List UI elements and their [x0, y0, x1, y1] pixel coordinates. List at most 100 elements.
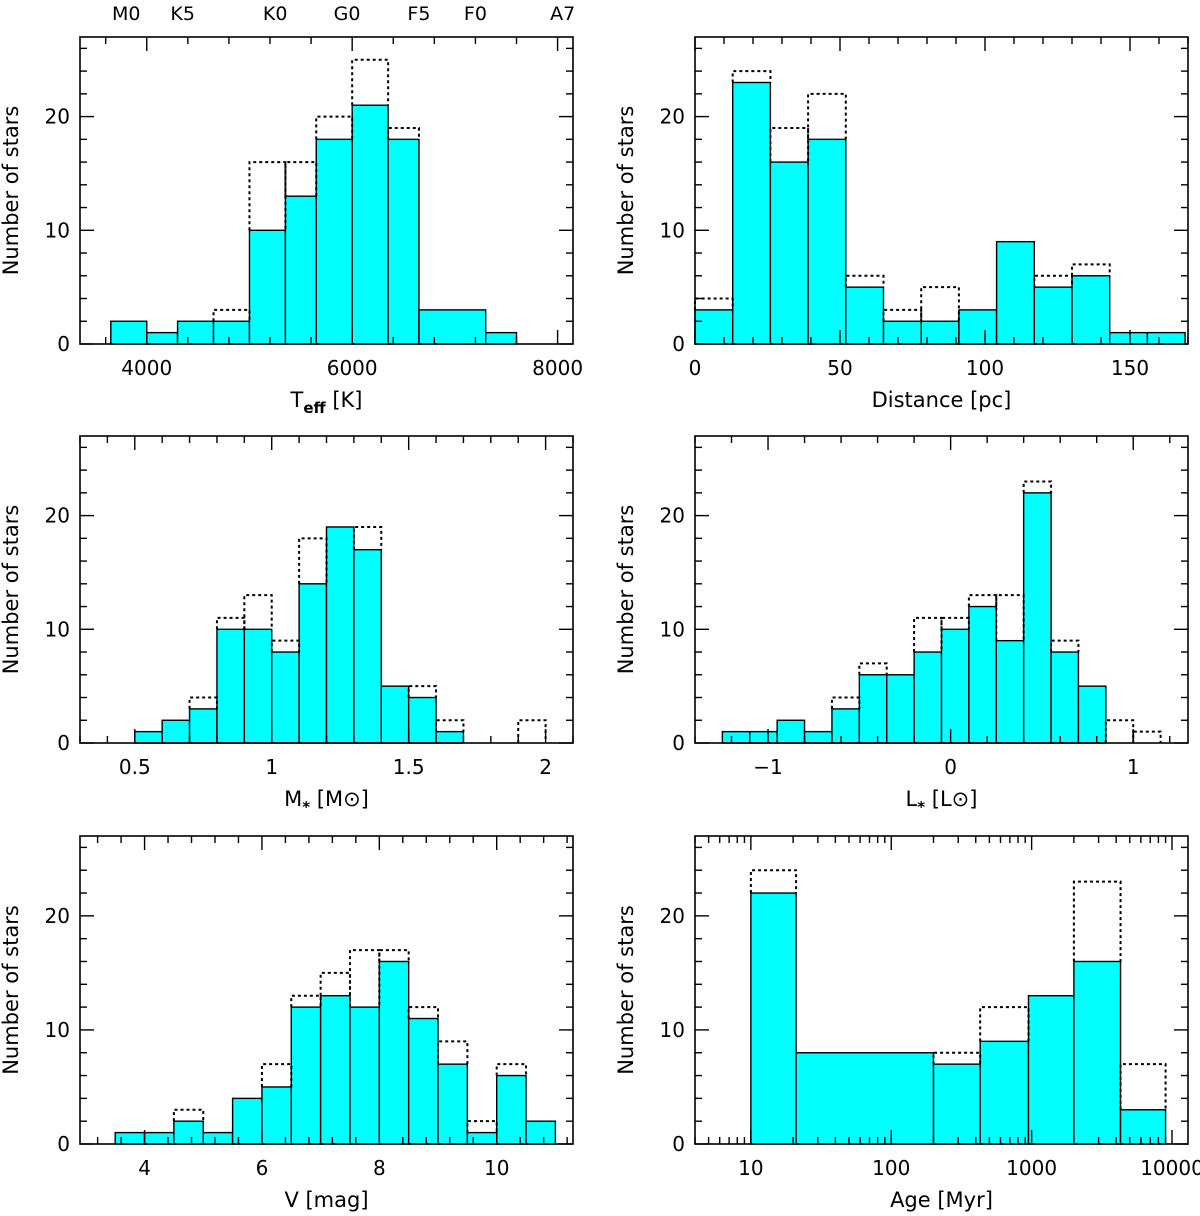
x-tick-label: 10000 — [1140, 1156, 1200, 1180]
y-tick-label: 20 — [660, 504, 685, 528]
histogram-dotted-bar — [248, 161, 287, 231]
histogram-bar — [134, 730, 163, 744]
histogram-bar — [1146, 331, 1186, 345]
histogram-dotted-bar — [1104, 719, 1135, 743]
histogram-dotted-bar — [298, 537, 328, 584]
spectral-type-label: F5 — [407, 3, 430, 25]
plot-frame — [79, 835, 574, 1145]
x-tick-label: −1 — [753, 755, 782, 779]
histogram-dotted-bar — [1072, 880, 1122, 962]
histogram-bar — [202, 1131, 234, 1145]
histogram-dotted-bar — [1033, 274, 1073, 288]
histogram-bar — [110, 320, 148, 345]
histogram-bar — [932, 1063, 981, 1145]
x-tick-label: 0.5 — [119, 755, 151, 779]
y-tick-label: 20 — [45, 904, 70, 928]
histogram-bar — [968, 605, 997, 744]
histogram-bar — [437, 1063, 469, 1145]
histogram-dotted-bar — [1132, 730, 1162, 743]
x-tick-label: 1 — [265, 755, 278, 779]
x-tick-label: 0 — [689, 356, 702, 380]
panel-distance: 0 10 20 0 50 100 150 Distance [pc] Number of sta… — [614, 36, 1189, 412]
histogram-bar — [161, 719, 191, 744]
spectral-type-labels: M0 K5 K0 G0 F5 F0 A7 — [112, 3, 575, 25]
histogram-dotted-bar — [913, 616, 943, 653]
histogram-bar — [349, 1006, 381, 1145]
x-tick-label: 100 — [966, 356, 1004, 380]
histogram-dotted-bar — [348, 949, 381, 1008]
histogram-dotted-bar — [844, 274, 885, 288]
y-axis-title: Number of stars — [614, 905, 638, 1075]
histogram-bar — [995, 240, 1035, 345]
histogram-bar — [114, 1131, 146, 1145]
plot-frame — [694, 835, 1189, 1145]
y-tick-label: 0 — [672, 332, 685, 356]
histogram-bar — [261, 1086, 292, 1145]
y-tick-label: 10 — [45, 218, 70, 242]
y-axis-title: Number of stars — [614, 505, 638, 675]
histogram-dotted-bar — [932, 1051, 982, 1065]
histogram-dotted-bar — [212, 308, 251, 322]
x-axis-title: Teff [K] — [290, 388, 363, 417]
spectral-type-label: K0 — [263, 3, 288, 25]
histogram-bar — [803, 730, 833, 744]
histogram-bar — [315, 138, 353, 345]
histogram-bar — [271, 651, 300, 744]
histogram-dotted-bar — [319, 971, 351, 996]
histogram-bar — [380, 685, 410, 744]
panel-age: 0 10 20 10 100 1000 10000 Age [Myr] Number of st… — [614, 835, 1200, 1212]
histogram-bar — [807, 138, 847, 345]
histogram-dotted-bar — [351, 58, 390, 106]
plot-frame — [694, 36, 1189, 345]
y-tick-label: 0 — [57, 731, 70, 755]
histogram-bar — [776, 719, 806, 744]
histogram-bar — [484, 331, 518, 345]
histogram-bar — [525, 1120, 557, 1145]
y-tick-label: 0 — [672, 731, 685, 755]
spectral-type-label: M0 — [112, 3, 140, 25]
histogram-dotted-bar — [979, 1006, 1030, 1042]
histogram-bar — [387, 138, 420, 345]
y-tick-label: 10 — [45, 1018, 70, 1042]
histogram-bar — [319, 995, 351, 1145]
histogram-dotted-bar — [315, 115, 354, 140]
histogram-bar — [351, 104, 389, 345]
panel-vmag: 0 10 20 4 6 8 10 V [mag] Number of stars — [0, 835, 574, 1212]
histogram-bar — [886, 674, 915, 744]
panel-teff: 0 10 20 4000 6000 8000 Teff [K] Number of stars — [0, 36, 583, 417]
histogram-dotted-bar — [1071, 263, 1111, 276]
histogram-dotted-bar — [352, 525, 383, 550]
histogram-bar — [995, 639, 1025, 744]
histogram-bar — [212, 320, 251, 345]
histogram-dotted-bar — [882, 308, 923, 322]
histogram-bar — [845, 286, 885, 345]
x-axis-title: V [mag] — [284, 1188, 368, 1212]
histogram-bar — [407, 1017, 439, 1145]
histogram-bar — [353, 549, 382, 744]
histogram-bar — [1027, 995, 1075, 1145]
histogram-dotted-bar — [731, 70, 772, 83]
histogram-bar — [732, 81, 772, 345]
y-tick-label: 20 — [45, 105, 70, 129]
histogram-dotted-bar — [466, 1120, 498, 1133]
x-tick-label: 8 — [373, 1156, 386, 1180]
histogram-bar — [882, 320, 922, 345]
histogram-dotted-bar — [407, 1006, 440, 1019]
histogram-bar — [795, 1052, 935, 1145]
histogram-dotted-bar — [807, 92, 847, 140]
x-tick-label: 6000 — [327, 356, 378, 380]
x-tick-label: 1 — [1127, 755, 1140, 779]
histogram-bar — [143, 1131, 175, 1145]
histogram-bar — [1077, 685, 1107, 744]
histogram-bar — [694, 309, 734, 345]
spectral-type-label: G0 — [334, 3, 361, 25]
histogram-dotted-bar — [387, 126, 420, 140]
histogram-bar — [290, 1006, 322, 1145]
panel-luminosity: 0 10 20 −1 0 1 L* [L⊙] Number of stars — [614, 435, 1189, 816]
histogram-bar — [176, 320, 215, 345]
histogram-bar — [231, 1097, 263, 1145]
histogram-bar — [407, 696, 437, 744]
histogram-bar — [958, 309, 998, 345]
x-tick-label: 10 — [484, 1156, 509, 1180]
histogram-dotted-bar — [694, 297, 734, 310]
